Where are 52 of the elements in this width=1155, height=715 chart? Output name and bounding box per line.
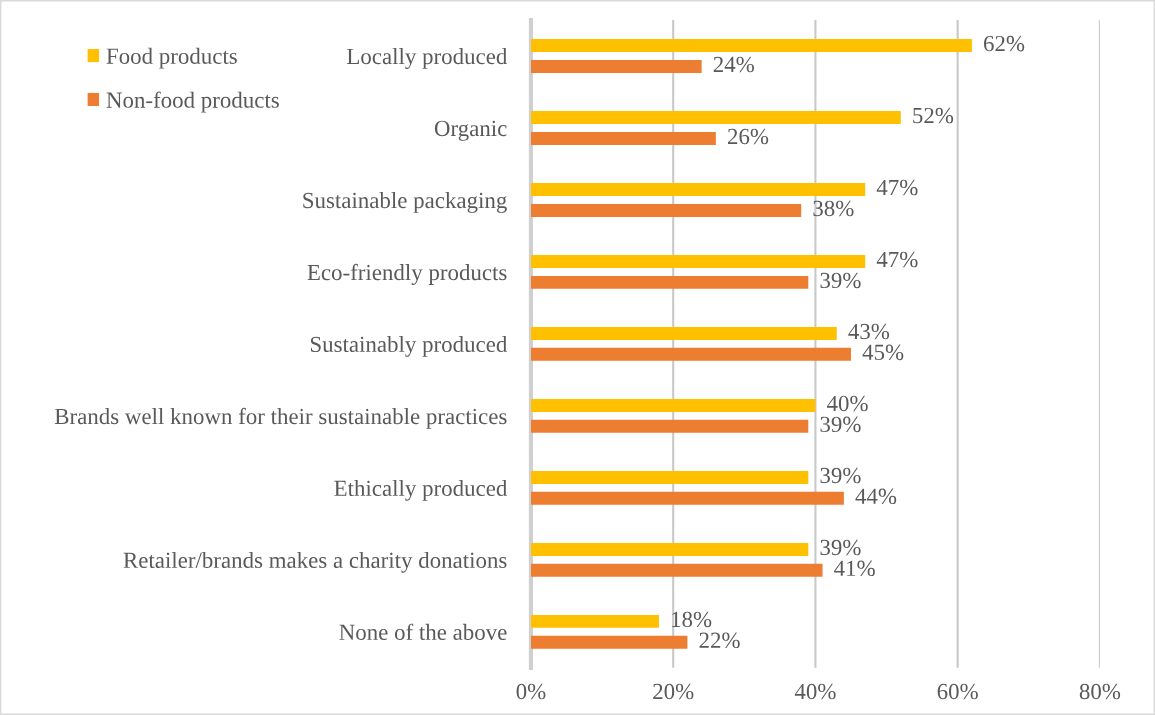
data-label: 39% [820, 272, 861, 289]
data-label: 24% [713, 56, 754, 73]
data-label: 22% [699, 632, 740, 649]
y-tick-label: Ethically produced [334, 479, 508, 501]
y-tick-label: Retailer/brands makes a charity donations [123, 551, 507, 573]
bar [530, 542, 809, 556]
bar [530, 111, 901, 125]
bar [530, 398, 816, 412]
x-tick-label: 40% [794, 683, 836, 700]
data-label: 44% [855, 488, 897, 505]
data-label: 62% [983, 35, 1025, 52]
data-label: 39% [820, 467, 861, 484]
data-label: 41% [834, 560, 875, 577]
y-tick-label: None of the above [339, 623, 507, 640]
bar [530, 419, 809, 433]
x-tick-label: 0% [516, 683, 546, 700]
y-tick-label: Eco-friendly products [307, 263, 507, 285]
legend-label: Food products [106, 47, 237, 69]
data-label: 39% [820, 416, 861, 433]
data-label: 26% [727, 128, 769, 145]
x-tick-label: 80% [1079, 683, 1121, 700]
bar [530, 203, 802, 217]
bar [530, 347, 851, 361]
y-tick-label: Brands well known for their sustainable practices [54, 407, 507, 429]
bar [530, 131, 716, 145]
bar [530, 614, 659, 628]
bar [530, 255, 866, 268]
bar [530, 39, 972, 53]
x-tick-label: 60% [937, 683, 978, 700]
y-tick-label: Sustainable packaging [303, 192, 507, 213]
x-tick-label: 20% [653, 683, 694, 700]
data-label: 40% [826, 395, 868, 412]
bar [530, 183, 866, 196]
bar [530, 275, 809, 289]
legend-label: Non-food products [106, 91, 279, 113]
data-label: 45% [862, 344, 904, 361]
bar [530, 491, 844, 505]
bar [530, 59, 702, 73]
data-label: 38% [813, 200, 854, 217]
y-tick-label: Sustainably produced [310, 335, 508, 357]
data-label: 52% [913, 107, 954, 124]
y-tick-label: Locally produced [347, 48, 508, 69]
bar [530, 563, 823, 577]
data-label: 43% [848, 323, 890, 340]
bar [530, 327, 837, 340]
bar [530, 470, 809, 484]
data-label: 18% [672, 611, 712, 628]
data-label: 47% [876, 179, 918, 196]
data-label: 39% [820, 539, 861, 556]
bar [530, 635, 688, 649]
y-tick-label: Organic [434, 120, 507, 141]
data-label: 47% [876, 251, 918, 268]
